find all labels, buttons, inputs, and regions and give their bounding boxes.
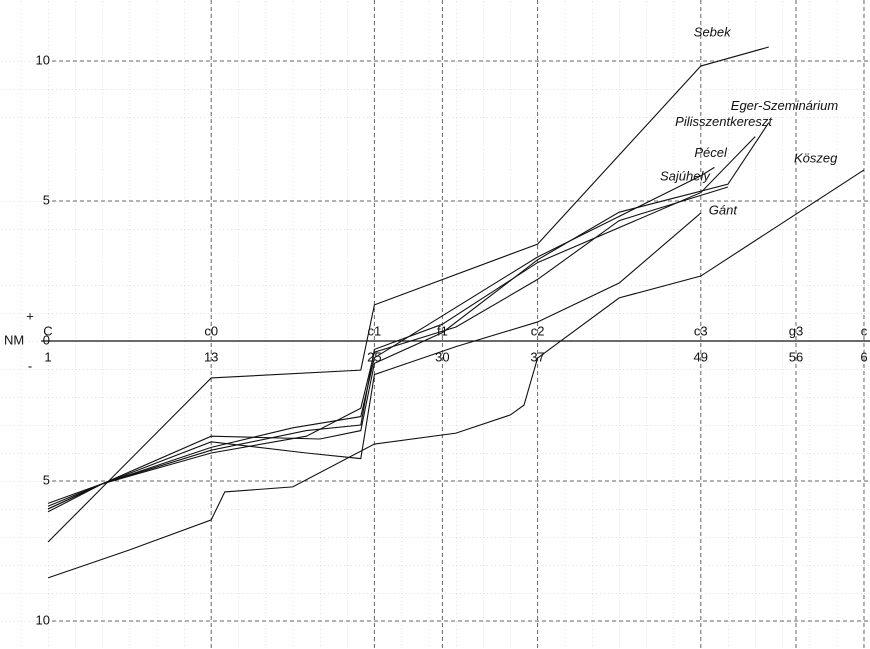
y-axis-label: NM (4, 332, 24, 347)
sign-label: - (28, 358, 32, 373)
series-label: Gánt (709, 202, 739, 217)
note-label: c (861, 323, 868, 338)
x-tick-label: 13 (204, 349, 218, 364)
x-tick-label: 25 (367, 349, 381, 364)
series-label: Sajúhely (660, 168, 711, 183)
series-label: Eger-Szeminárium (731, 98, 839, 113)
x-tick-label: 56 (789, 349, 803, 364)
y-tick-label: 0 (43, 332, 50, 347)
series-line (47, 46, 769, 543)
sign-label: + (26, 308, 34, 323)
x-tick-label: 49 (694, 349, 708, 364)
note-label: C (43, 323, 52, 338)
series-line (47, 186, 729, 513)
y-tick-label: 10 (36, 612, 50, 627)
note-label: g3 (789, 323, 803, 338)
y-tick-label: 5 (43, 192, 50, 207)
series-line (47, 169, 865, 579)
series-line (47, 122, 770, 504)
series-label: Köszeg (794, 150, 838, 165)
series-label: Pécel (694, 145, 728, 160)
x-tick-label: 37 (530, 349, 544, 364)
series-label: Pilisszentkereszt (675, 114, 773, 129)
y-tick-label: 10 (36, 52, 50, 67)
series-line (47, 166, 715, 510)
note-label: c0 (204, 323, 218, 338)
series-label: Sebek (694, 24, 732, 39)
x-tick-label: 1 (44, 349, 51, 364)
note-label: c2 (531, 323, 545, 338)
x-tick-label: 6 (860, 349, 867, 364)
note-label: c1 (368, 323, 382, 338)
note-label: c3 (694, 323, 708, 338)
series-line (47, 212, 702, 507)
x-tick-label: 30 (435, 349, 449, 364)
y-tick-label: 5 (43, 472, 50, 487)
